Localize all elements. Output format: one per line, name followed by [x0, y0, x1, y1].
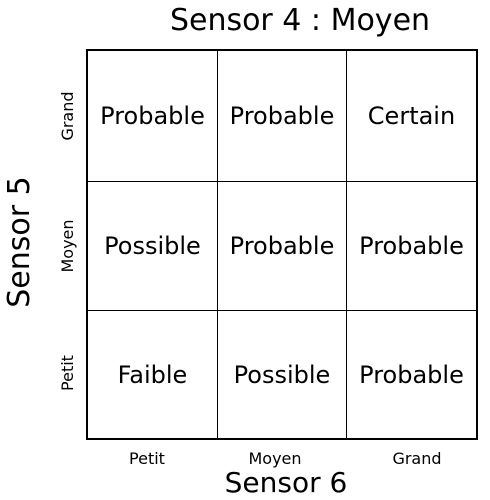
cell-r1-c3: Certain: [347, 51, 476, 182]
cell-r3-c2: Possible: [218, 311, 347, 438]
x-axis-label: Sensor 6: [224, 466, 348, 499]
y-tick-moyen: Moyen: [58, 219, 77, 273]
cell-r3-c3: Probable: [359, 360, 464, 389]
cell-r2-c2: Probable: [218, 182, 347, 311]
cell-r2-c3: Probable: [347, 182, 476, 311]
cell-r2-c1: Possible: [88, 182, 218, 311]
cell-r3-c1: Faible: [88, 311, 218, 438]
diagram-title: Sensor 4 : Moyen: [169, 3, 431, 38]
x-tick-petit: Petit: [129, 449, 165, 468]
y-tick-petit: Petit: [58, 355, 77, 391]
y-tick-grand: Grand: [58, 91, 77, 141]
cell-r1-c1: Probable: [88, 51, 218, 182]
x-tick-grand: Grand: [392, 449, 442, 468]
matrix-grid: Probable Probable Certain Possible Proba…: [86, 49, 478, 440]
x-tick-moyen: Moyen: [248, 449, 302, 468]
y-axis-label: Sensor 5: [2, 176, 37, 308]
cell-r1-c2: Probable: [218, 51, 347, 182]
